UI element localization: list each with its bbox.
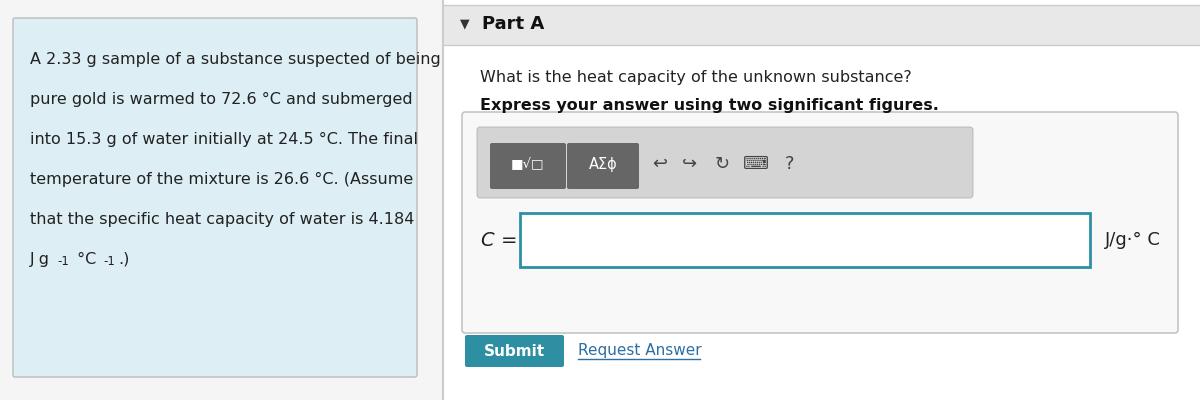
FancyBboxPatch shape (568, 143, 640, 189)
Text: Express your answer using two significant figures.: Express your answer using two significan… (480, 98, 938, 113)
Text: into 15.3 g of water initially at 24.5 °C. The final: into 15.3 g of water initially at 24.5 °… (30, 132, 418, 147)
Text: J/g·° C: J/g·° C (1105, 231, 1160, 249)
Text: J g: J g (30, 252, 50, 267)
FancyBboxPatch shape (466, 335, 564, 367)
Text: Part A: Part A (482, 15, 545, 33)
Text: $C\,=$: $C\,=$ (480, 230, 517, 250)
Text: Submit: Submit (484, 344, 545, 358)
Text: °C: °C (72, 252, 96, 267)
Text: temperature of the mixture is 26.6 °C. (Assume: temperature of the mixture is 26.6 °C. (… (30, 172, 413, 187)
FancyBboxPatch shape (462, 112, 1178, 333)
Bar (520, 213, 1090, 267)
Bar (443, 0, 1200, 400)
Text: What is the heat capacity of the unknown substance?: What is the heat capacity of the unknown… (480, 70, 912, 85)
Bar (443, 5, 1200, 45)
Text: ⌨: ⌨ (743, 155, 769, 173)
Text: A 2.33 g sample of a substance suspected of being: A 2.33 g sample of a substance suspected… (30, 52, 440, 67)
Text: AΣϕ: AΣϕ (589, 158, 617, 172)
Text: ↩: ↩ (653, 155, 667, 173)
Text: -1: -1 (103, 255, 115, 268)
FancyBboxPatch shape (478, 127, 973, 198)
Text: ▼: ▼ (460, 18, 469, 30)
Text: that the specific heat capacity of water is 4.184: that the specific heat capacity of water… (30, 212, 414, 227)
Text: ■√□: ■√□ (511, 158, 545, 172)
Text: Request Answer: Request Answer (578, 344, 702, 358)
Text: .): .) (118, 252, 130, 267)
FancyBboxPatch shape (490, 143, 566, 189)
Text: ↪: ↪ (683, 155, 697, 173)
Text: pure gold is warmed to 72.6 °C and submerged: pure gold is warmed to 72.6 °C and subme… (30, 92, 413, 107)
Text: ?: ? (785, 155, 794, 173)
Text: -1: -1 (58, 255, 68, 268)
Text: ↻: ↻ (714, 155, 730, 173)
FancyBboxPatch shape (13, 18, 418, 377)
